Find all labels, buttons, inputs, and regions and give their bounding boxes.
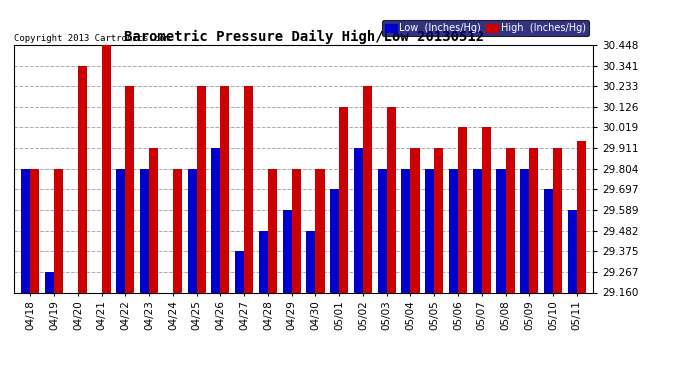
Bar: [101, 45, 110, 292]
Bar: [173, 169, 182, 292]
Bar: [55, 169, 63, 292]
Bar: [482, 128, 491, 292]
Bar: [126, 86, 135, 292]
Bar: [425, 169, 434, 292]
Bar: [221, 86, 230, 292]
Bar: [197, 86, 206, 292]
Bar: [244, 86, 253, 292]
Bar: [268, 169, 277, 292]
Bar: [149, 148, 158, 292]
Bar: [529, 148, 538, 292]
Bar: [458, 128, 467, 292]
Bar: [449, 169, 458, 292]
Bar: [292, 169, 301, 292]
Bar: [520, 169, 529, 292]
Bar: [315, 169, 324, 292]
Bar: [377, 169, 386, 292]
Bar: [553, 148, 562, 292]
Bar: [283, 210, 292, 292]
Bar: [140, 169, 149, 292]
Bar: [568, 210, 577, 292]
Bar: [434, 148, 443, 292]
Title: Barometric Pressure Daily High/Low 20130512: Barometric Pressure Daily High/Low 20130…: [124, 30, 484, 44]
Bar: [30, 169, 39, 292]
Bar: [235, 251, 244, 292]
Bar: [78, 66, 87, 292]
Bar: [544, 189, 553, 292]
Bar: [506, 148, 515, 292]
Bar: [259, 231, 268, 292]
Bar: [473, 169, 482, 292]
Bar: [117, 169, 126, 292]
Bar: [386, 107, 396, 292]
Bar: [331, 189, 339, 292]
Text: Copyright 2013 Cartronics.com: Copyright 2013 Cartronics.com: [14, 33, 170, 42]
Bar: [339, 107, 348, 292]
Bar: [188, 169, 197, 292]
Bar: [45, 272, 55, 292]
Legend: Low  (Inches/Hg), High  (Inches/Hg): Low (Inches/Hg), High (Inches/Hg): [382, 20, 589, 36]
Bar: [497, 169, 506, 292]
Bar: [354, 148, 363, 292]
Bar: [411, 148, 420, 292]
Bar: [577, 141, 586, 292]
Bar: [306, 231, 315, 292]
Bar: [402, 169, 411, 292]
Bar: [21, 169, 30, 292]
Bar: [211, 148, 221, 292]
Bar: [363, 86, 372, 292]
